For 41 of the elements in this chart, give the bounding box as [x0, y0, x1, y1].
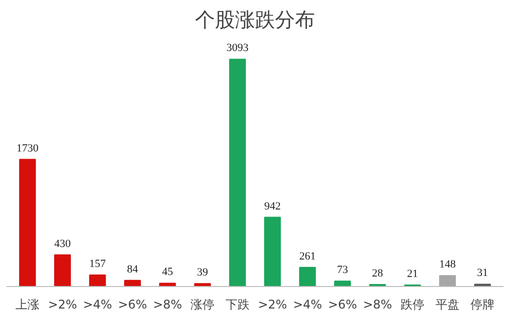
bar [89, 274, 106, 286]
data-label: 73 [337, 264, 348, 276]
x-tick-label: 平盘 [436, 298, 460, 312]
data-label: 942 [264, 200, 281, 212]
data-label: 148 [439, 258, 456, 271]
x-tick-label: >4% [292, 298, 322, 312]
bar [439, 275, 456, 286]
data-label: 31 [477, 267, 488, 280]
data-label: 21 [407, 268, 418, 280]
x-tick-label: 涨停 [190, 298, 214, 312]
bar [334, 280, 351, 286]
data-label: 430 [54, 238, 72, 250]
bar [474, 284, 491, 286]
x-tick-label: 下跌 [226, 298, 250, 312]
bar [19, 158, 36, 286]
x-tick-label: >4% [82, 298, 112, 312]
data-label: 45 [162, 266, 174, 278]
bar [229, 58, 246, 286]
data-label: 39 [197, 266, 208, 279]
x-tick-label: >8% [152, 298, 182, 312]
x-tick-label: >2% [258, 298, 288, 312]
bar [124, 280, 141, 286]
x-tick-label: 跌停 [400, 298, 424, 312]
bar [264, 216, 281, 286]
x-tick-label: 停牌 [470, 298, 494, 312]
bar [299, 266, 316, 286]
data-label: 28 [372, 267, 384, 280]
data-label: 157 [89, 258, 106, 270]
data-label: 3093 [226, 42, 249, 54]
x-tick-label: 上涨 [16, 298, 40, 312]
x-tick-label: >6% [118, 298, 148, 312]
bar [194, 283, 211, 286]
x-tick-label: >8% [362, 298, 392, 312]
x-tick-label: >6% [328, 298, 358, 312]
chart-title: 个股涨跌分布 [195, 8, 315, 32]
bar [159, 282, 176, 286]
x-tick-label: >2% [48, 298, 78, 312]
data-label: 1730 [16, 142, 39, 154]
bar [54, 254, 71, 286]
data-label: 84 [127, 263, 138, 276]
data-label: 261 [299, 250, 316, 262]
